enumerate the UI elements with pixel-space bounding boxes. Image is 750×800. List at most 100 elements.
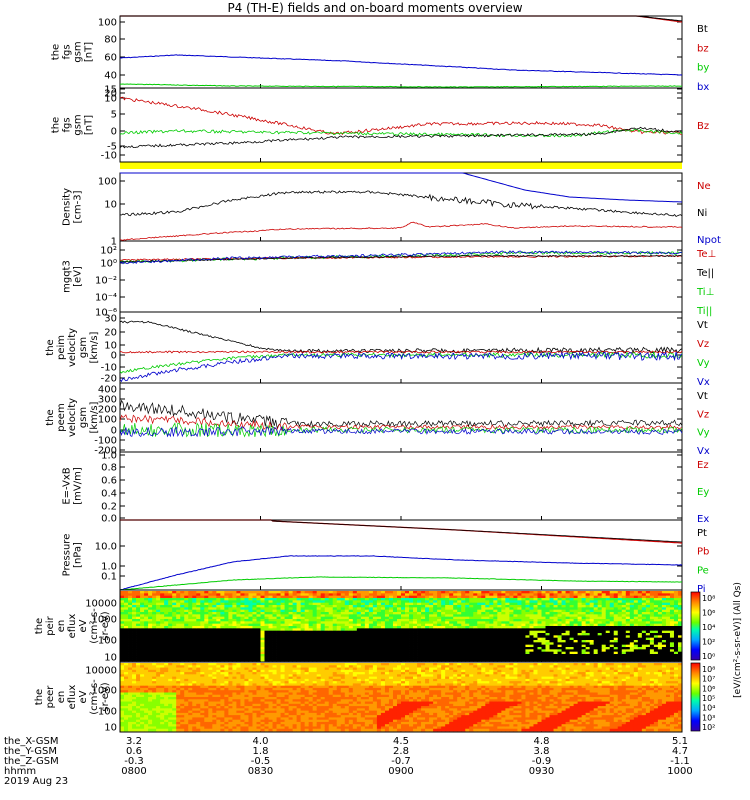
cb-ion-tick: 10⁶ — [702, 609, 715, 618]
series-Vt — [119, 320, 683, 354]
y-tick-label: 10⁻⁶ — [95, 308, 117, 319]
series-Npot — [120, 172, 683, 203]
series-Vz — [119, 414, 683, 432]
y-axis-label: gsm — [78, 337, 89, 358]
series-Ti-par — [119, 250, 683, 265]
plot-title: P4 (TH-E) fields and on-board moments ov… — [227, 1, 522, 15]
y-axis-label: E=-VxB — [62, 467, 73, 504]
legend-Vz: Vz — [697, 339, 709, 350]
panel-frame — [119, 172, 683, 242]
y-axis-label: gsm — [73, 114, 84, 135]
panel-frame — [119, 519, 683, 591]
y-axis-label: peer — [45, 685, 56, 709]
y-axis-label: mgqt3 — [62, 260, 73, 293]
series-Vz — [119, 350, 683, 354]
legend-Bt: Bt — [697, 24, 708, 35]
electron-spectrogram-cells — [120, 663, 683, 732]
series-Te-par — [119, 254, 683, 263]
y-tick-label: 0.0 — [101, 514, 117, 525]
y-tick-label: -20 — [101, 374, 117, 385]
y-tick-label: 10⁻² — [95, 276, 117, 287]
y-axis-label: sr-eV) — [100, 611, 111, 640]
cb-ion-tick: 10⁴ — [702, 623, 715, 632]
legend-Npot: Npot — [697, 235, 721, 246]
y-axis-label: the — [51, 117, 62, 133]
y-axis-label: Pressure — [62, 534, 73, 577]
y-axis-label: peem — [56, 403, 67, 431]
y-tick-label: 10 — [104, 341, 117, 352]
y-tick-label: 60 — [104, 53, 117, 64]
legend-bz: bz — [697, 43, 709, 54]
panel-pressure: 10.0 1.00.1 Pressure [nPa] Pt Pb Pe Pi — [62, 519, 709, 595]
x-tick-label: 1000 — [667, 766, 692, 777]
y-axis-label: [eV] — [73, 266, 84, 287]
y-axis-label: peir — [45, 615, 56, 635]
y-tick-label: -200 — [94, 446, 117, 457]
cb-ion — [690, 591, 701, 661]
y-tick-label: -10 — [101, 363, 117, 374]
y-axis-label: eflux — [67, 614, 78, 639]
legend-Pb: Pb — [697, 547, 709, 558]
x-row-label: hhmm — [4, 766, 36, 777]
y-tick-label: 0.4 — [101, 489, 117, 500]
y-tick-label: 1000 — [92, 615, 117, 626]
legend-Vt: Vt — [697, 320, 708, 331]
legend-Ni: Ni — [697, 208, 707, 219]
y-axis-label: [km/s] — [89, 331, 100, 363]
y-tick-label: -100 — [94, 436, 117, 447]
cb-ele-tick: 10⁶ — [702, 684, 715, 693]
legend-Ne: Ne — [697, 181, 711, 192]
x-tick-label: 0830 — [248, 766, 273, 777]
y-tick-label: 20 — [104, 89, 117, 100]
y-tick-label: 10 — [104, 653, 117, 664]
series-Vt — [119, 399, 683, 430]
y-tick-label: 1 — [111, 237, 117, 248]
y-tick-label: 200 — [98, 405, 117, 416]
y-tick-label: 10⁻⁴ — [95, 293, 117, 304]
legend-Pt: Pt — [697, 528, 707, 539]
y-tick-label: 0 — [111, 351, 117, 362]
panel-frame — [119, 87, 683, 163]
series-Bz — [119, 96, 683, 136]
series-Pb — [120, 519, 683, 544]
y-axis-label: eV — [78, 690, 89, 703]
y-tick-label: 100 — [98, 636, 117, 647]
y-axis-label: velocity — [67, 328, 78, 367]
legend-Vz: Vz — [697, 409, 709, 420]
y-tick-label: 0.2 — [101, 502, 117, 513]
series-bt — [120, 15, 683, 22]
series-Bx — [119, 126, 683, 149]
y-tick-label: 0.8 — [101, 463, 117, 474]
y-axis-label: [km/s] — [89, 401, 100, 433]
x-tick-label: 3.8 — [534, 746, 550, 757]
series-bx — [120, 54, 683, 76]
panel-density: 100 10 1 Density [cm-3] Ne Ni Npot — [62, 172, 721, 248]
y-tick-label: 10⁰ — [100, 259, 117, 270]
y-axis-label: Density — [62, 188, 73, 226]
y-tick-label: 100 — [98, 707, 117, 718]
x-tick-label: 5.1 — [672, 736, 688, 747]
y-axis-label: gsm — [78, 407, 89, 428]
y-tick-label: 10 — [104, 200, 117, 211]
y-axis-label: [nT] — [84, 42, 95, 62]
y-tick-label: 0 — [111, 127, 117, 138]
y-tick-label: 10.0 — [95, 542, 117, 553]
legend-Ex: Ex — [697, 514, 709, 525]
y-axis-label: sr-eV) — [100, 682, 111, 711]
y-tick-label: 10000 — [85, 599, 117, 610]
cb-ele — [690, 662, 701, 732]
y-axis-label: velocity — [67, 398, 78, 437]
y-axis-label: en — [56, 620, 67, 633]
y-axis-label: peim — [56, 335, 67, 360]
y-axis-label: (cm²-s- — [89, 608, 100, 644]
cb-ele-tick: 10⁴ — [702, 704, 715, 713]
cb-ele-tick: 10⁷ — [702, 675, 715, 684]
series-bz — [120, 15, 683, 23]
x-tick-label: 0930 — [529, 766, 554, 777]
panel-frame — [119, 15, 683, 89]
cb-ele-tick: 10⁵ — [702, 694, 715, 703]
y-axis-label: the — [45, 409, 56, 425]
series-Pt — [120, 519, 683, 543]
